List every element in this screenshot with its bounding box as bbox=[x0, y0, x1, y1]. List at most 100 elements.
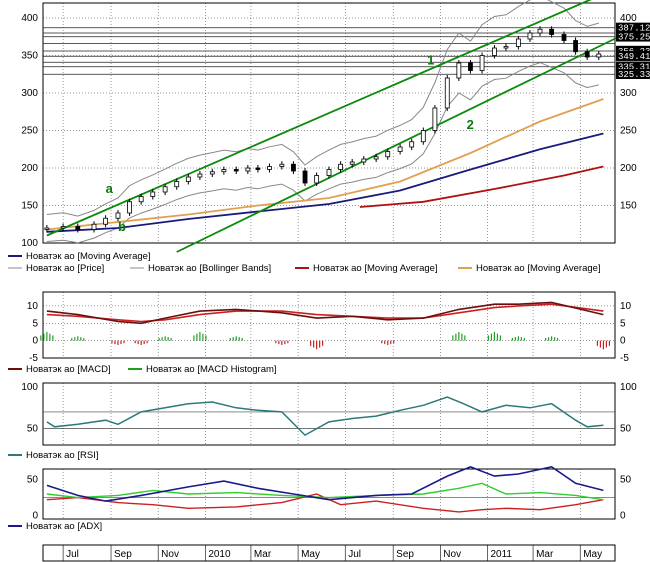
candle-body bbox=[420, 130, 426, 143]
macd-right-tick-label: -5 bbox=[620, 353, 629, 364]
price-marker-label: 375.250 bbox=[618, 33, 650, 43]
moving-average-line-3 bbox=[359, 165, 604, 208]
bollinger-lower-line bbox=[46, 62, 599, 244]
trend-line-2 bbox=[176, 32, 627, 253]
candle-body bbox=[468, 62, 473, 71]
rsi-right-tick-label: 50 bbox=[620, 423, 632, 434]
price-y-tick-label: 150 bbox=[21, 201, 38, 212]
candle-body bbox=[60, 226, 66, 229]
time-tick-label: Jul bbox=[66, 549, 79, 560]
adx-right-tick-label: 50 bbox=[620, 475, 632, 486]
annotation-a: a bbox=[106, 181, 114, 196]
legend-price-ma-blue: Новатэк ао [Moving Average] bbox=[26, 251, 151, 262]
rsi-legend: Новатэк ао [RSI] bbox=[8, 450, 98, 461]
time-tick-label: Nov bbox=[443, 549, 461, 560]
candle-body bbox=[361, 158, 367, 163]
price-y-tick-label: 300 bbox=[21, 88, 38, 99]
candle-body bbox=[91, 223, 97, 230]
price-marker-box bbox=[616, 31, 650, 42]
price-right-tick-label: 300 bbox=[620, 88, 637, 99]
candle-body bbox=[302, 170, 308, 184]
candle-body bbox=[185, 176, 191, 182]
macd-panel bbox=[42, 291, 616, 359]
candle-body bbox=[456, 62, 462, 79]
candle-body bbox=[537, 28, 543, 34]
macd-right-tick-label: 10 bbox=[620, 301, 632, 312]
trend-line-1 bbox=[46, 0, 592, 237]
minus-di-line bbox=[46, 493, 604, 513]
time-tick-label: Jul bbox=[348, 549, 361, 560]
time-tick-label: Mar bbox=[536, 549, 554, 560]
price-y-tick-label: 100 bbox=[21, 238, 38, 249]
adx-legend: Новатэк ао [ADX] bbox=[8, 521, 102, 532]
candle-body bbox=[338, 163, 343, 170]
time-tick-label: Sep bbox=[396, 549, 414, 560]
candle-body bbox=[349, 161, 355, 165]
adx-y-tick-label: 0 bbox=[32, 510, 38, 521]
macd-y-tick-label: -5 bbox=[29, 353, 38, 364]
time-tick-label: 2011 bbox=[490, 549, 512, 560]
candle-body bbox=[492, 47, 497, 56]
candle-body bbox=[75, 226, 81, 230]
candle-body bbox=[432, 107, 438, 131]
moving-average-line-4 bbox=[46, 98, 604, 231]
price-marker-box bbox=[616, 69, 650, 80]
candle-body bbox=[115, 212, 121, 219]
time-axis: Jul Sep Nov 2010 Mar May Jul Sep Nov 2011 Mar May bbox=[62, 545, 602, 561]
macd-right-tick-label: 0 bbox=[620, 336, 626, 347]
macd-legend: Новатэк ао [MACD] Новатэк ао [MACD Histo… bbox=[8, 364, 277, 375]
price-legend: Новатэк ао [Moving Average] Новатэк ао [… bbox=[8, 251, 601, 274]
legend-price-ma-orange: Новатэк ао [Moving Average] bbox=[476, 263, 601, 274]
rsi-right-tick-label: 100 bbox=[620, 382, 637, 393]
labels-layer: 100150200250300350400150200250300400ab12… bbox=[21, 13, 650, 521]
candle-body bbox=[584, 51, 590, 58]
price-y-tick-label: 250 bbox=[21, 126, 38, 137]
legend-macd-histogram: Новатэк ао [MACD Histogram] bbox=[146, 364, 277, 375]
candle-body bbox=[573, 40, 578, 53]
price-marker-box bbox=[616, 61, 650, 72]
time-tick-label: May bbox=[301, 549, 320, 560]
candle-body bbox=[385, 151, 391, 158]
candle-body bbox=[197, 173, 203, 178]
grid-layer bbox=[43, 3, 615, 519]
candle-body bbox=[326, 169, 332, 176]
candle-body bbox=[267, 166, 272, 170]
candle-body bbox=[596, 53, 602, 58]
legend-price: Новатэк ао [Price] bbox=[26, 263, 104, 274]
price-right-tick-label: 400 bbox=[620, 13, 637, 24]
macd-right-tick-label: 5 bbox=[620, 318, 626, 329]
price-y-tick-label: 400 bbox=[21, 13, 38, 24]
candle-body bbox=[515, 38, 521, 47]
candle-body bbox=[409, 141, 415, 148]
time-axis-strip bbox=[42, 544, 616, 562]
time-tick-label: Mar bbox=[254, 549, 272, 560]
price-marker-box bbox=[616, 45, 650, 56]
macd-line bbox=[46, 301, 604, 325]
candle-body bbox=[103, 217, 109, 225]
candle-body bbox=[503, 46, 509, 49]
candle-body bbox=[314, 175, 320, 184]
annotation-2: 2 bbox=[467, 117, 474, 132]
moving-average-line-0 bbox=[46, 132, 604, 233]
macd-signal-line bbox=[46, 303, 604, 323]
price-marker-box bbox=[616, 22, 650, 33]
time-tick-label: May bbox=[583, 549, 602, 560]
annotation-b: b bbox=[118, 219, 126, 234]
candle-body bbox=[527, 32, 533, 40]
time-tick-label: Nov bbox=[161, 549, 179, 560]
candle-body bbox=[561, 34, 567, 41]
plus-di-line bbox=[46, 482, 604, 501]
candle-body bbox=[255, 167, 261, 170]
candle-body bbox=[373, 156, 379, 160]
price-y-tick-label: 200 bbox=[21, 163, 38, 174]
adx-right-tick-label: 0 bbox=[620, 510, 626, 521]
rsi-y-tick-label: 50 bbox=[27, 423, 39, 434]
time-tick-label: 2010 bbox=[208, 549, 231, 560]
price-marker-label: 335.310 bbox=[618, 63, 650, 73]
rsi-panel bbox=[42, 382, 616, 446]
bollinger-upper-line bbox=[46, 0, 599, 217]
adx-y-tick-label: 50 bbox=[27, 475, 39, 486]
price-right-tick-label: 200 bbox=[620, 163, 637, 174]
candle-body bbox=[162, 186, 168, 193]
